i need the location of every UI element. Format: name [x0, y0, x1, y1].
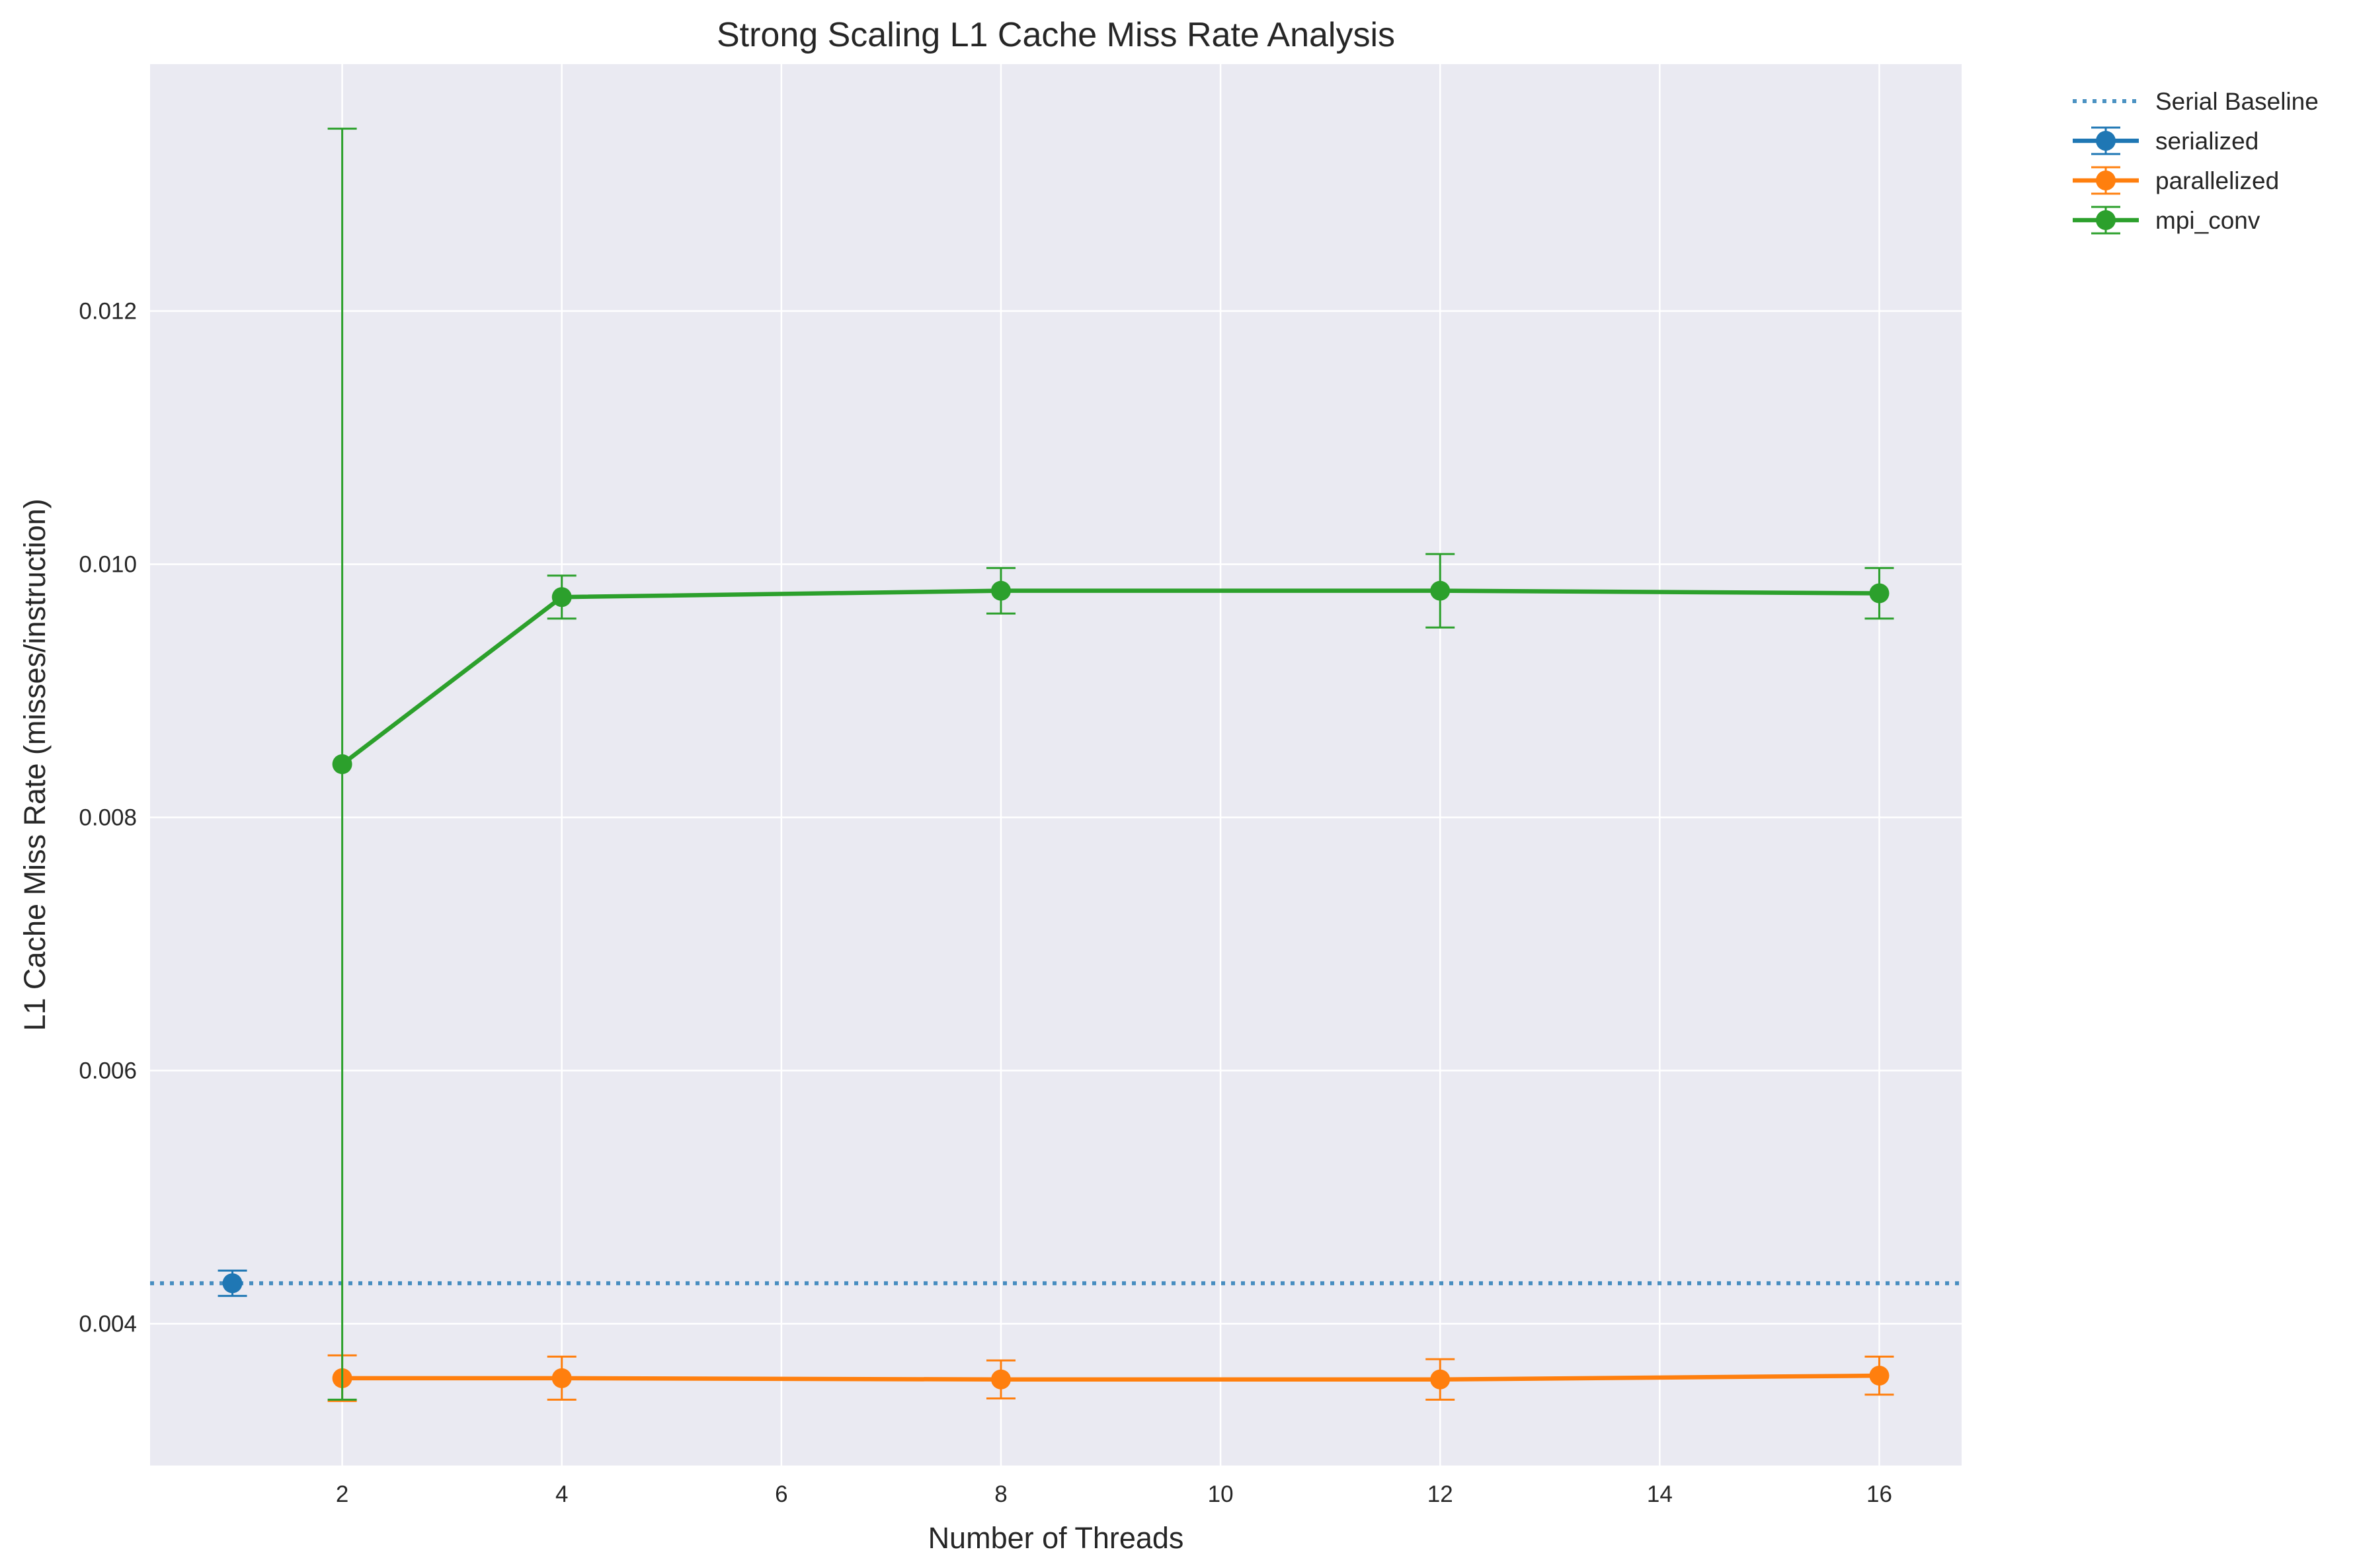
y-tick-label: 0.004	[79, 1312, 137, 1337]
legend-item: Serial Baseline	[2073, 88, 2319, 115]
series-mpi-conv	[327, 128, 1894, 1401]
y-tick-labels: 0.004 0.006 0.008 0.010 0.012	[79, 298, 137, 1337]
chart-title: Strong Scaling L1 Cache Miss Rate Analys…	[717, 16, 1395, 54]
legend-item: serialized	[2073, 126, 2258, 155]
data-point	[1430, 1369, 1451, 1390]
x-tick-label: 10	[1208, 1481, 1234, 1507]
legend-swatch-marker	[2096, 171, 2116, 190]
y-tick-label: 0.006	[79, 1058, 137, 1083]
data-point	[222, 1273, 243, 1294]
series-layer	[218, 128, 1894, 1402]
x-tick-label: 6	[775, 1481, 787, 1507]
y-tick-label: 0.010	[79, 551, 137, 577]
y-axis-label: L1 Cache Miss Rate (misses/instruction)	[18, 498, 52, 1031]
legend-item: parallelized	[2073, 166, 2279, 195]
x-tick-label: 2	[336, 1481, 348, 1507]
data-point	[1869, 583, 1890, 604]
x-axis-label: Number of Threads	[928, 1521, 1184, 1555]
x-tick-label: 4	[555, 1481, 568, 1507]
legend-item: mpi_conv	[2073, 206, 2260, 235]
data-point	[990, 1369, 1011, 1390]
series-serialized	[218, 1269, 247, 1297]
x-tick-label: 14	[1647, 1481, 1673, 1507]
data-point	[332, 754, 352, 775]
data-point	[551, 1368, 572, 1388]
data-point	[1430, 580, 1451, 601]
grid	[150, 64, 1962, 1466]
series-parallelized	[327, 1354, 1894, 1402]
legend-swatch-marker	[2096, 131, 2116, 151]
legend-label: parallelized	[2155, 167, 2279, 194]
legend-label: Serial Baseline	[2155, 88, 2319, 115]
data-point	[551, 587, 572, 608]
y-tick-label: 0.012	[79, 298, 137, 324]
legend-swatch-marker	[2096, 210, 2116, 230]
y-tick-label: 0.008	[79, 804, 137, 830]
x-tick-labels: 2 4 6 8 10 12 14 16	[336, 1481, 1892, 1507]
legend-label: mpi_conv	[2155, 207, 2260, 234]
x-tick-label: 16	[1866, 1481, 1892, 1507]
legend: Serial Baseline serialized parallelized mpi…	[2073, 88, 2319, 235]
data-point	[990, 580, 1011, 601]
data-point	[1869, 1366, 1890, 1386]
plot-area	[150, 64, 1962, 1466]
legend-label: serialized	[2155, 128, 2258, 155]
x-tick-label: 8	[994, 1481, 1007, 1507]
x-tick-label: 12	[1427, 1481, 1453, 1507]
